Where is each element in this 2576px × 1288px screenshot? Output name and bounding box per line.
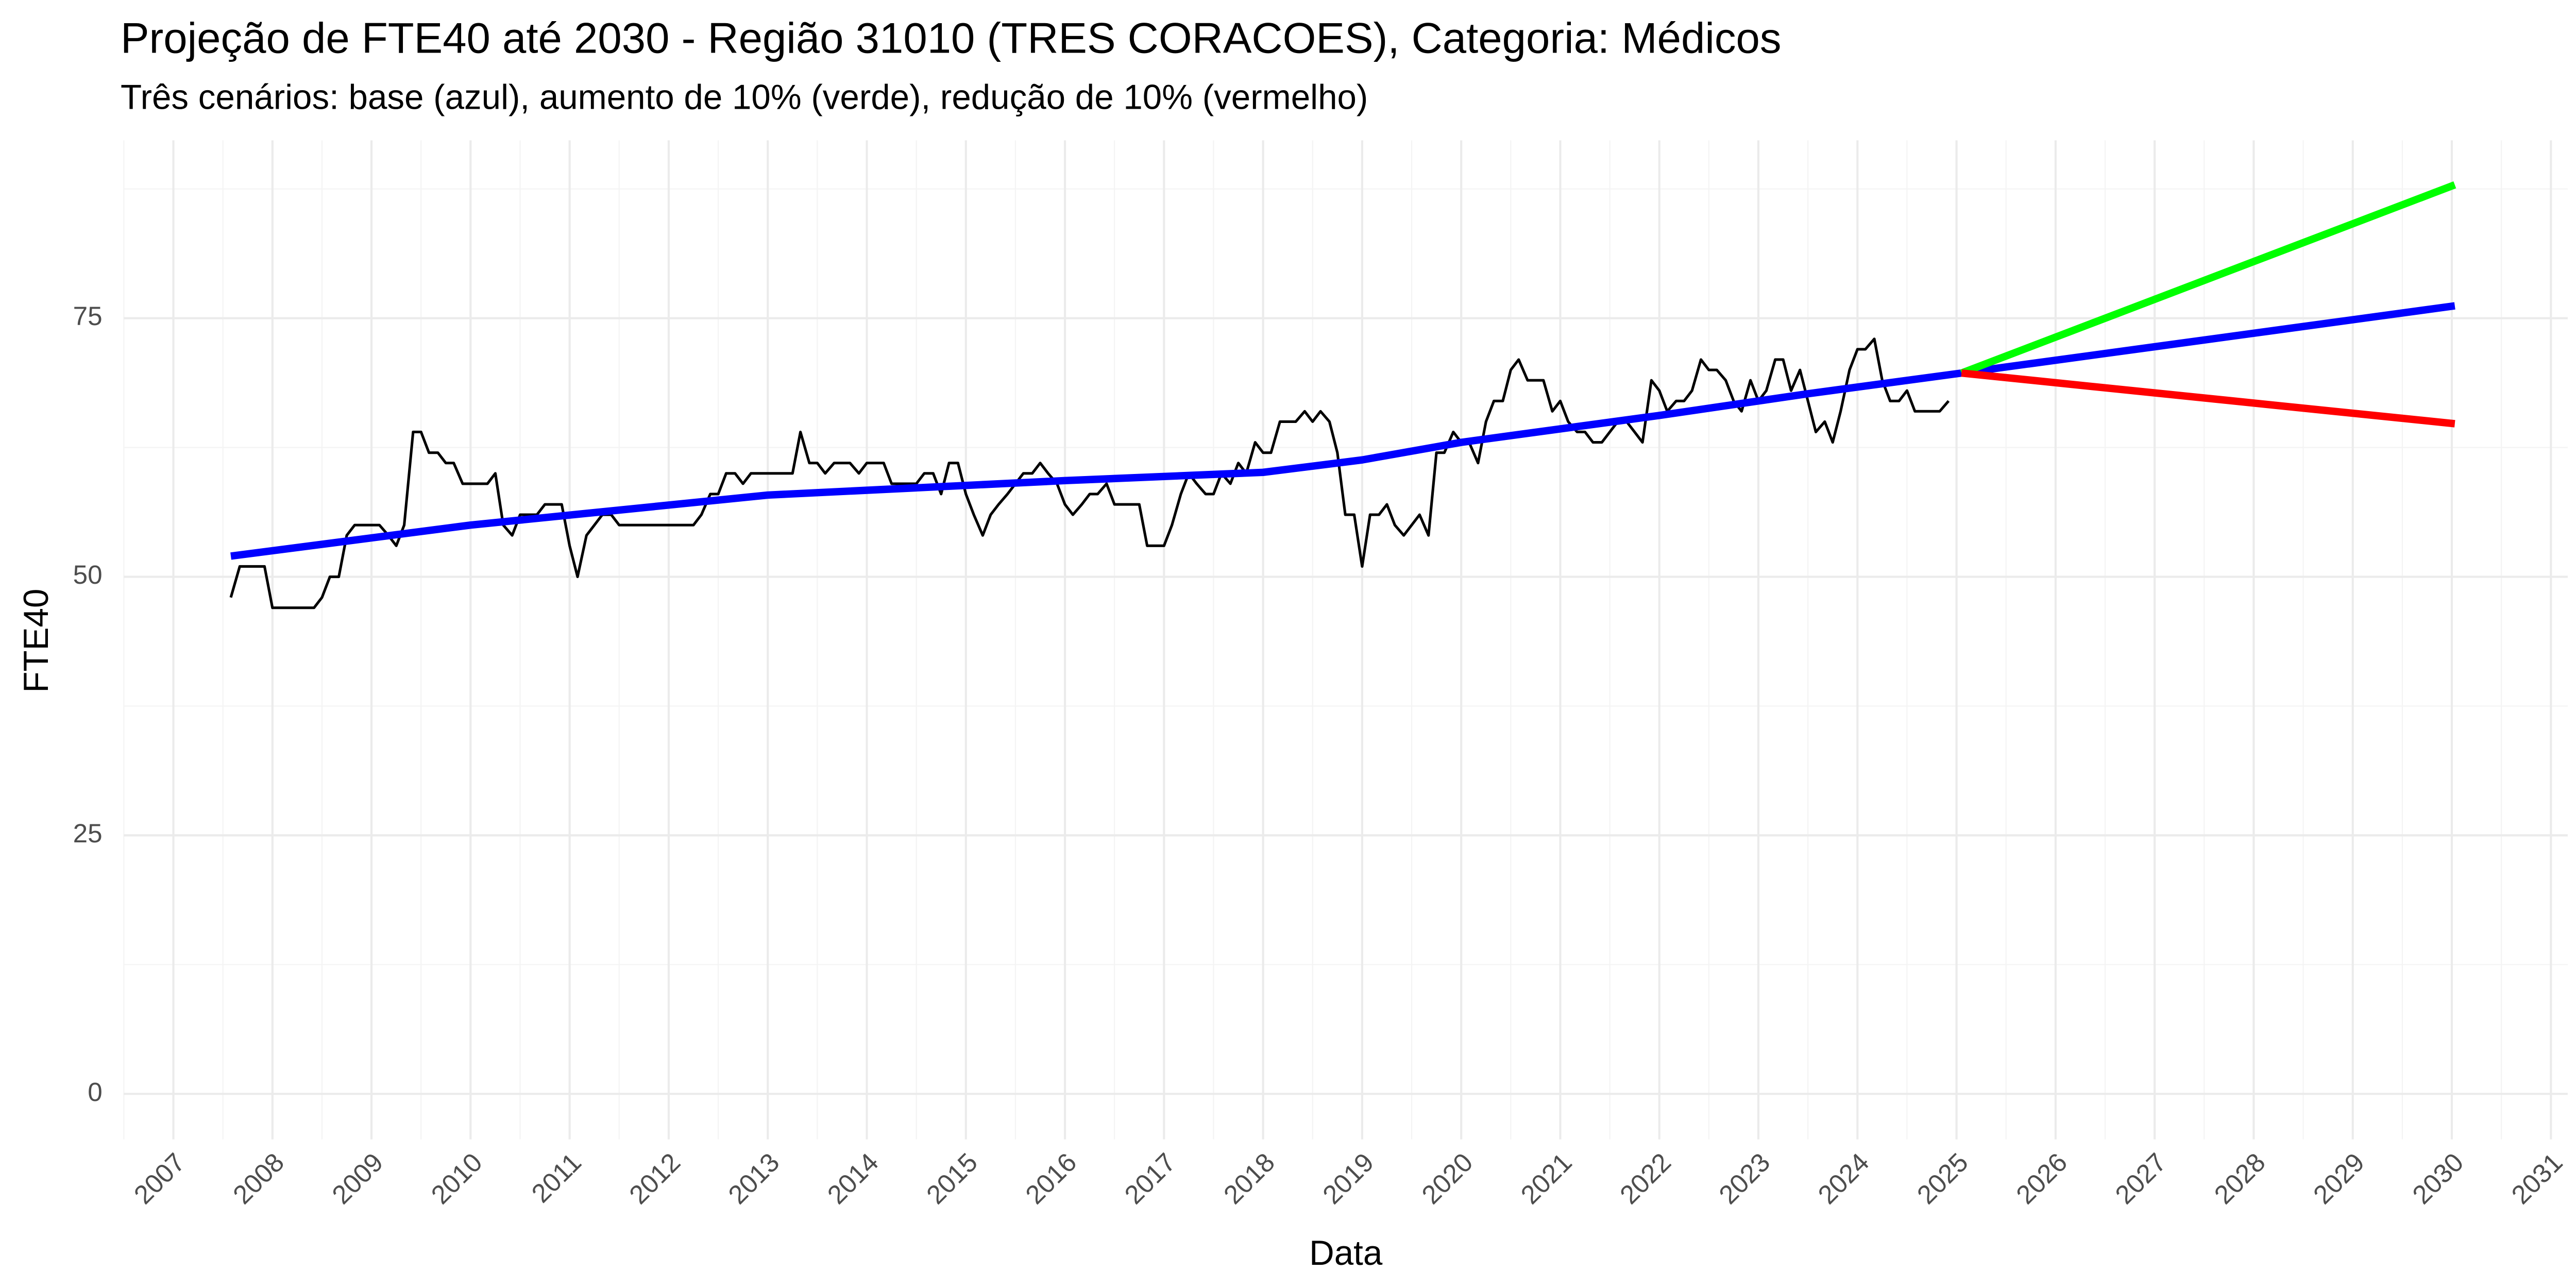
x-tick-label: 2023 [1713,1147,1775,1210]
x-tick-label: 2025 [1911,1147,1974,1210]
x-tick-label: 2012 [623,1147,686,1210]
x-tick-label: 2018 [1218,1147,1280,1210]
x-tick-label: 2026 [2010,1147,2073,1210]
series-line [230,302,2455,560]
x-tick-label: 2011 [526,1147,587,1208]
x-tick-label: 2021 [1515,1147,1578,1210]
y-tick-label: 25 [73,819,103,848]
x-tick-label: 2024 [1812,1147,1875,1210]
plot-lines [229,181,2456,609]
x-tick-label: 2009 [327,1147,389,1210]
x-tick-label: 2022 [1614,1147,1676,1210]
tick-labels: 2007 2008 2009 2010 2011 2012 2013 2014 2015 2016… [73,301,2568,1210]
series-line [1961,369,2455,428]
x-tick-label: 2029 [2308,1147,2370,1210]
x-tick-label: 2008 [227,1147,290,1210]
y-axis-title: FTE40 [17,589,56,693]
y-tick-label: 50 [73,560,103,589]
x-tick-label: 2028 [2209,1147,2271,1210]
x-tick-label: 2014 [822,1147,884,1210]
series-line [1960,181,2456,377]
x-tick-label: 2020 [1416,1147,1479,1210]
x-tick-label: 2016 [1020,1147,1082,1210]
x-axis-title: Data [1309,1234,1383,1273]
y-tick-label: 0 [88,1077,103,1107]
x-tick-label: 2017 [1119,1147,1181,1210]
x-tick-label: 2007 [128,1147,191,1210]
x-tick-label: 2019 [1317,1147,1379,1210]
chart-subtitle: Três cenários: base (azul), aumento de 1… [121,78,1368,117]
x-tick-label: 2013 [723,1147,785,1210]
grid [123,140,2568,1140]
x-tick-label: 2027 [2110,1147,2172,1210]
x-tick-label: 2010 [426,1147,488,1210]
series-line [229,337,1950,609]
y-tick-label: 75 [73,301,103,331]
chart-title: Projeção de FTE40 até 2030 - Região 3101… [121,14,1782,62]
x-tick-label: 2031 [2506,1147,2568,1210]
x-tick-label: 2030 [2406,1147,2469,1210]
x-tick-label: 2015 [921,1147,983,1210]
